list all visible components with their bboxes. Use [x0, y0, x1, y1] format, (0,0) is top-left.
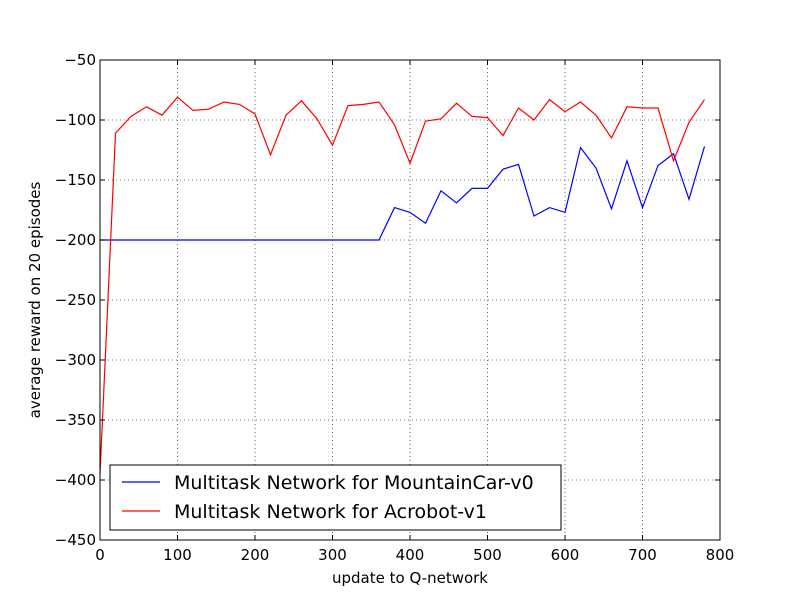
- y-tick-label: −250: [55, 291, 96, 309]
- x-tick-label: 800: [706, 546, 735, 564]
- y-tick-label: −150: [55, 171, 96, 189]
- mountaincar-series-line: [100, 146, 706, 241]
- y-tick-label: −450: [55, 531, 96, 549]
- grid-lines: [100, 60, 720, 540]
- legend: Multitask Network for MountainCar-v0 Mul…: [109, 464, 562, 531]
- legend-label-mountaincar: Multitask Network for MountainCar-v0: [174, 472, 534, 494]
- legend-box: [109, 464, 562, 531]
- series-lines: [99, 96, 706, 475]
- acrobot-series-line: [99, 96, 705, 475]
- x-tick-label: 200: [241, 546, 270, 564]
- plot-frame: [99, 59, 721, 541]
- x-tick-label: 500: [473, 546, 502, 564]
- y-axis-label: average reward on 20 episodes: [26, 181, 44, 418]
- x-tick-label: 600: [551, 546, 580, 564]
- x-tick-label: 0: [95, 546, 105, 564]
- x-tick-label: 300: [318, 546, 347, 564]
- y-tick-label: −400: [55, 471, 96, 489]
- x-tick-label: 700: [628, 546, 657, 564]
- tick-labels: 0 100 200 300 400 500 600 700 800 −450 −400 −350 −30…: [55, 51, 735, 564]
- y-tick-label: −200: [55, 231, 96, 249]
- y-tick-label: −50: [64, 51, 96, 69]
- legend-label-acrobot: Multitask Network for Acrobot-v1: [174, 501, 487, 523]
- y-tick-label: −100: [55, 111, 96, 129]
- y-tick-label: −350: [55, 411, 96, 429]
- x-tick-label: 100: [163, 546, 192, 564]
- x-tick-label: 400: [396, 546, 425, 564]
- x-axis-label: update to Q-network: [332, 569, 488, 587]
- y-tick-label: −300: [55, 351, 96, 369]
